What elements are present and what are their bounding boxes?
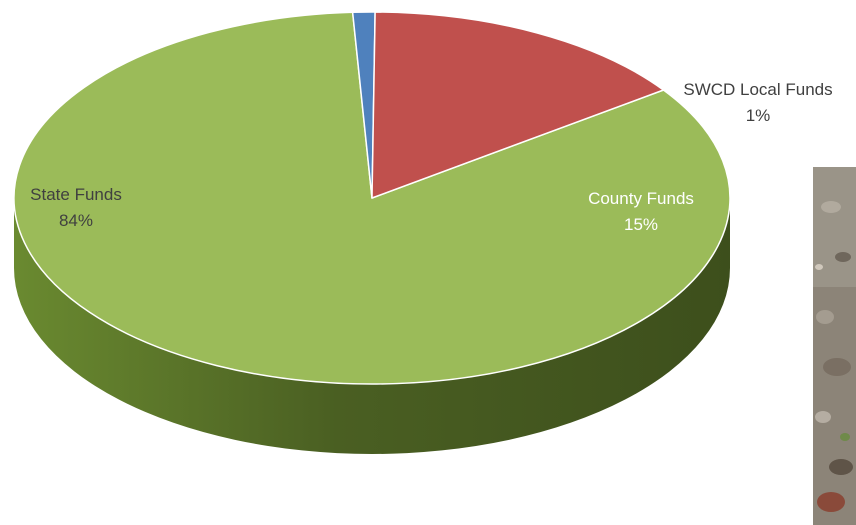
county-funds-name: County Funds [588, 189, 694, 208]
state-funds-percent: 84% [58, 211, 94, 230]
county-funds-label: County Funds 15% [588, 186, 694, 238]
pie-side-walls [14, 198, 730, 454]
state-funds-label: State Funds 84% [30, 182, 122, 234]
swcd-local-funds-percent: 1% [745, 106, 771, 125]
rocky-ground-photo [813, 167, 856, 525]
pie-slices [13, 11, 731, 385]
pie-side-state-funds [14, 198, 730, 454]
swcd-local-funds-label: SWCD Local Funds 1% [683, 77, 832, 129]
swcd-local-funds-name: SWCD Local Funds [683, 80, 833, 99]
pie-slice-county-funds [371, 11, 665, 199]
county-funds-percent: 15% [623, 215, 659, 234]
state-funds-name: State Funds [30, 185, 122, 204]
